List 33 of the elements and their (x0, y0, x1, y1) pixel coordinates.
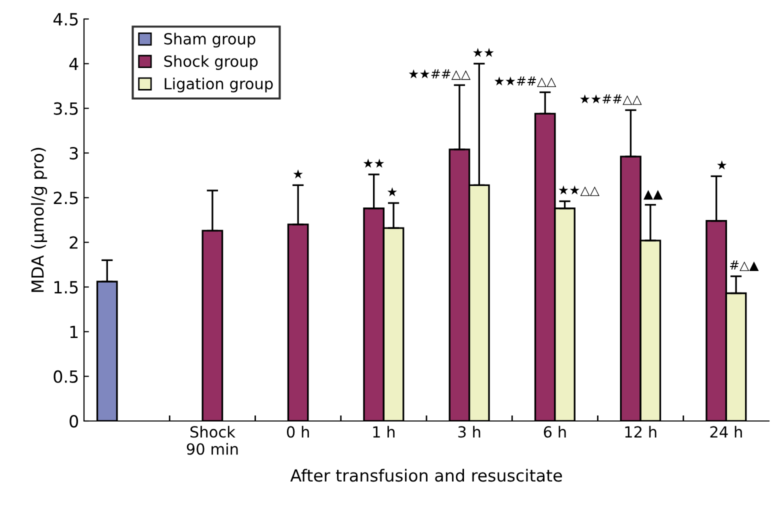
annotation: ★★##△△ (494, 76, 556, 88)
y-tick-label: 1 (70, 326, 78, 338)
y-tick-label: 2 (70, 236, 78, 249)
y-tick-label: 1.5 (54, 281, 78, 294)
x-tick-label: Shock 90 min (186, 426, 238, 455)
y-tick-label: 0.5 (54, 370, 78, 383)
annotation: ★★ (473, 48, 494, 57)
annotation: ★ (387, 187, 397, 196)
x-tick-label: 0 h (286, 426, 309, 438)
y-tick-label: 4 (69, 58, 78, 70)
y-tick-label: 2.5 (54, 192, 78, 204)
legend-label: Shock group (164, 55, 258, 70)
annotation: ★★##△△ (408, 69, 471, 80)
x-axis-title: After transfusion and resuscitate (290, 468, 562, 482)
annotation: ★★##△△ (580, 94, 642, 105)
y-tick-label: 3 (70, 146, 78, 160)
x-tick-label: 12 h (625, 426, 656, 438)
y-tick-label: 0 (70, 414, 78, 428)
y-axis-title: MDA (μmol/g pro) (30, 148, 48, 292)
x-tick-label: 3 h (458, 426, 480, 438)
x-tick-label: 24 h (710, 426, 742, 438)
annotation: #△▲ (730, 260, 759, 272)
legend-label: Ligation group (164, 78, 273, 92)
annotation: ★ (293, 169, 303, 178)
annotation: ★★ (363, 158, 384, 168)
annotation: ▲▲ (644, 190, 663, 200)
y-tick-label: 3.5 (54, 102, 78, 115)
y-tick-label: 4.5 (53, 13, 78, 26)
annotation: ★ (717, 160, 727, 170)
annotation: ★★△△ (558, 185, 600, 196)
legend-label: Sham group (164, 32, 256, 48)
x-tick-label: 6 h (544, 426, 566, 438)
x-tick-label: 1 h (373, 426, 395, 438)
